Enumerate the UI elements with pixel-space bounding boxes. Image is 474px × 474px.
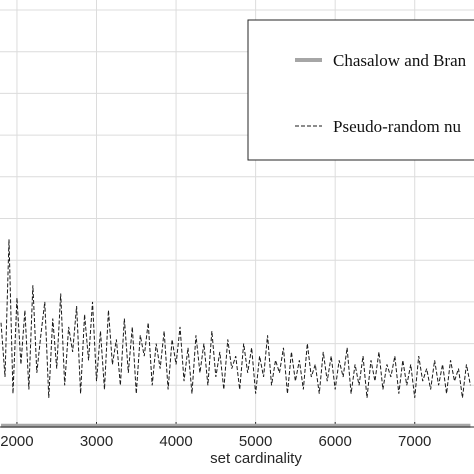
legend: Chasalow and Bran Pseudo-random nu <box>247 19 474 161</box>
x-tick-label: 7000 <box>398 433 431 450</box>
legend-label: Chasalow and Bran <box>333 51 467 70</box>
x-tick-label: 5000 <box>239 433 272 450</box>
plot-area <box>0 239 471 428</box>
data-line <box>0 239 471 398</box>
x-axis-label: set cardinality <box>210 450 302 467</box>
x-tick-label: 3000 <box>80 433 113 450</box>
x-tick-label: 2000 <box>0 433 33 450</box>
legend-box <box>247 19 474 161</box>
x-tick-label: 4000 <box>159 433 192 450</box>
legend-label: Pseudo-random nu <box>333 117 461 136</box>
x-tick-label: 6000 <box>318 433 351 450</box>
